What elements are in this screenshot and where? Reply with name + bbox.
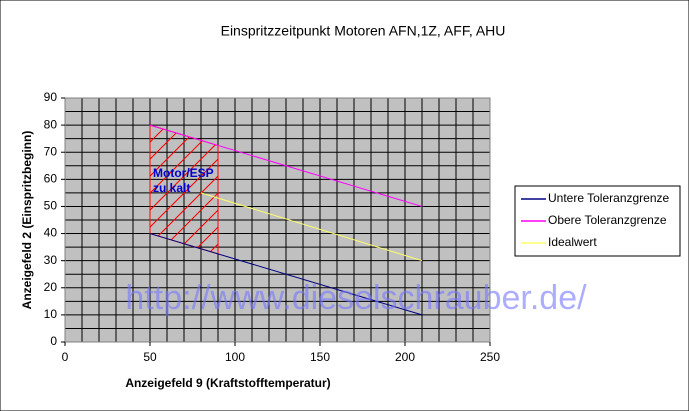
watermark: http://www.dieselschrauber.de/ [125,279,587,317]
x-tick-label: 200 [395,350,415,364]
legend-label: Untere Toleranzgrenze [548,191,670,205]
hatch-line [190,125,218,254]
y-tick-label: 70 [44,144,58,158]
x-axis-label: Anzeigefeld 9 (Kraftstofftemperatur) [125,376,330,390]
hatch-line [156,125,218,254]
legend-label: Obere Toleranzgrenze [548,213,667,227]
hatch-line [150,125,218,254]
y-tick-label: 20 [44,280,58,294]
hatch [150,125,218,254]
series-line [149,233,423,316]
annotation: zu kalt [153,181,190,195]
y-tick-label: 80 [44,117,58,131]
y-tick-label: 30 [44,253,58,267]
y-tick-label: 40 [44,226,58,240]
hatch-line [173,125,218,254]
hatch-line [150,125,185,254]
x-tick-label: 50 [143,350,157,364]
y-axis-label: Anzeigefeld 2 (Einspritzbeginn) [20,131,34,310]
y-tick-label: 10 [44,307,58,321]
y-tick-label: 60 [44,172,58,186]
y-tick-label: 90 [44,90,58,104]
hatch-line [150,125,218,254]
legend-label: Idealwert [548,235,597,249]
x-tick-label: 100 [225,350,245,364]
plot-border [64,97,491,343]
chart-title: Einspritzzeitpunkt Motoren AFN,1Z, AFF, … [221,23,506,39]
y-tick-label: 0 [50,334,57,348]
series-line [149,124,423,207]
series-line [200,192,423,262]
y-tick-label: 50 [44,199,58,213]
hatch-line [150,125,202,254]
x-tick-label: 0 [62,350,69,364]
x-tick-label: 150 [310,350,330,364]
hatch-line [150,125,218,254]
hatch-line [150,125,218,254]
x-tick-label: 250 [480,350,500,364]
annotation: Motor/ESP [153,166,214,180]
